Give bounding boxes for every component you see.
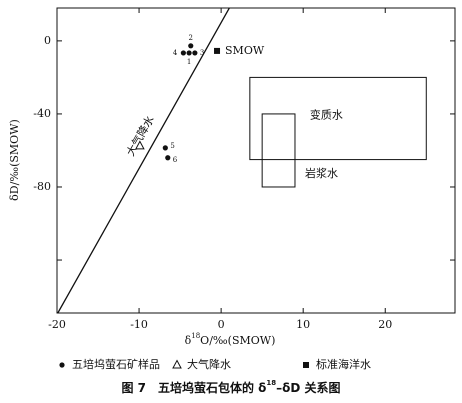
y-tick-label: -40	[33, 107, 51, 120]
meteoric-line	[57, 8, 230, 313]
y-tick-label: -80	[33, 180, 51, 193]
sample-point	[165, 155, 171, 161]
line-label: 大气降水	[123, 113, 157, 158]
sample-point	[162, 145, 168, 151]
region-label: 岩浆水	[305, 166, 338, 180]
point-label: SMOW	[225, 44, 265, 57]
x-tick-label: -20	[48, 318, 66, 331]
sample-point	[192, 50, 198, 56]
point-label: 1	[187, 58, 191, 66]
y-tick-label: 0	[44, 34, 51, 47]
x-title-sup: 18	[191, 332, 200, 340]
legend-label: 标准海洋水	[316, 357, 371, 371]
caption-part: –δD 关系图	[276, 380, 340, 395]
sample-point	[180, 50, 186, 56]
caption-part: 图 7 五培坞萤石包体的 δ	[121, 380, 266, 395]
point-label: 3	[200, 49, 204, 57]
legend-marker	[303, 362, 309, 368]
point-label: 6	[173, 156, 178, 164]
legend-marker	[172, 359, 182, 369]
clip-group	[57, 8, 230, 313]
meteoric-point	[135, 140, 145, 150]
caption: 图 7 五培坞萤石包体的 δ18–δD 关系图	[121, 379, 340, 395]
x-axis-title: δ18O/‰(SMOW)	[185, 332, 276, 347]
region-box	[249, 76, 427, 161]
y-axis-title: δD/‰(SMOW)	[8, 119, 21, 201]
point-label: 2	[189, 34, 193, 42]
x-title-part: O/‰(SMOW)	[200, 334, 275, 347]
legend-label: 五培坞萤石矿样品	[72, 357, 160, 371]
region-box	[261, 113, 296, 188]
plot-frame	[56, 7, 456, 314]
legend-label: 大气降水	[187, 357, 231, 371]
x-tick-label: 0	[218, 318, 225, 331]
x-tick-label: 20	[378, 318, 392, 331]
sample-point	[186, 50, 192, 56]
legend-marker	[59, 362, 65, 368]
sample-point	[188, 43, 194, 49]
region-label: 变质水	[310, 107, 343, 121]
smow-point	[214, 47, 221, 54]
point-label: 5	[170, 142, 174, 150]
x-title-part: δ	[185, 334, 192, 347]
point-label: 4	[173, 49, 178, 57]
x-tick-label: 10	[296, 318, 310, 331]
caption-sup: 18	[266, 379, 276, 387]
x-tick-label: -10	[130, 318, 148, 331]
